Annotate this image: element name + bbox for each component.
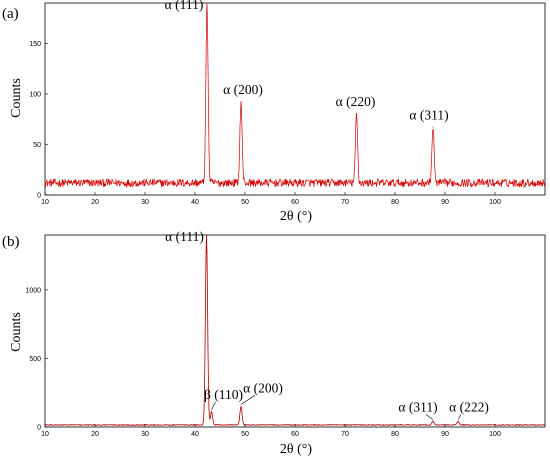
peak-leader-line	[240, 395, 256, 405]
panel-b: (b) Counts 2θ (°) 10 20 30 40 50 60 70 80 90 1000…	[2, 229, 546, 457]
peak-label: α (220)	[336, 94, 376, 109]
panel-a-ticks: 10 20 30 40 50 60 70 80 90 100 0 50 100 150	[29, 41, 501, 206]
x-tick-label: 70	[341, 199, 349, 206]
panel-b-series	[44, 234, 545, 427]
peak-point	[432, 421, 434, 422]
y-tick-label: 100	[29, 91, 41, 98]
peak-point	[356, 113, 357, 115]
panel-b-peak-labels: α (111) β (110) α (200) α (311) α (222)	[165, 229, 489, 420]
x-tick-label: 100	[489, 199, 501, 206]
diffraction-series	[45, 3, 546, 188]
x-tick-label: 50	[241, 199, 249, 206]
peak-label: α (111)	[165, 0, 204, 12]
diffraction-series	[44, 235, 545, 427]
panel-a-series	[45, 2, 546, 188]
x-tick-label: 80	[391, 431, 399, 438]
peak-point	[457, 421, 459, 422]
peak-label: α (222)	[449, 400, 489, 415]
panel-a-frame	[44, 2, 546, 196]
y-tick-label: 500	[29, 356, 41, 363]
y-tick-label: 50	[33, 142, 41, 149]
x-tick-label: 80	[391, 199, 399, 206]
peak-point	[206, 234, 207, 236]
x-tick-label: 60	[291, 199, 299, 206]
x-tick-label: 50	[241, 431, 249, 438]
x-tick-label: 100	[489, 431, 501, 438]
x-tick-label: 30	[141, 431, 149, 438]
x-tick-label: 40	[191, 431, 199, 438]
peak-point	[211, 411, 212, 413]
x-tick-label: 10	[41, 199, 49, 206]
x-tick-label: 60	[291, 431, 299, 438]
x-tick-label: 20	[91, 199, 99, 206]
peak-label: β (110)	[204, 387, 243, 402]
panel-a-label: (a)	[2, 6, 19, 22]
y-tick-label: 0	[37, 193, 41, 200]
peak-point	[240, 405, 242, 407]
panel-b-ylabel: Counts	[9, 312, 24, 352]
x-tick-label: 40	[191, 199, 199, 206]
peak-point	[206, 2, 208, 4]
x-tick-label: 10	[41, 431, 49, 438]
peak-label: α (311)	[398, 400, 437, 415]
x-tick-label: 70	[341, 431, 349, 438]
panel-a: (a) Counts 2θ (°) 10 20 30 40 50 60 70 80 90 100 0…	[2, 0, 546, 224]
x-tick-label: 20	[91, 431, 99, 438]
panel-a-ylabel: Counts	[9, 78, 24, 118]
peak-leader-line	[211, 401, 216, 411]
panel-b-frame	[44, 234, 546, 428]
peak-label: α (111)	[165, 229, 204, 244]
peak-label: α (200)	[223, 82, 263, 97]
x-tick-label: 30	[141, 199, 149, 206]
peak-leader-line	[457, 414, 462, 420]
peak-label: α (311)	[409, 107, 448, 122]
panel-b-xlabel: 2θ (°)	[280, 442, 312, 457]
y-tick-label: 0	[37, 425, 41, 432]
peak-point	[240, 101, 242, 103]
x-tick-label: 90	[441, 431, 449, 438]
x-tick-label: 90	[441, 199, 449, 206]
y-tick-label: 150	[29, 41, 41, 48]
panel-b-label: (b)	[2, 234, 20, 250]
y-tick-label: 1000	[25, 287, 41, 294]
peak-point	[432, 126, 434, 128]
panel-a-xlabel: 2θ (°)	[280, 209, 312, 224]
peak-leader-line	[425, 414, 434, 420]
peak-label: α (200)	[243, 380, 283, 395]
panel-a-peak-labels: α (111) α (200) α (220) α (311)	[165, 0, 449, 122]
